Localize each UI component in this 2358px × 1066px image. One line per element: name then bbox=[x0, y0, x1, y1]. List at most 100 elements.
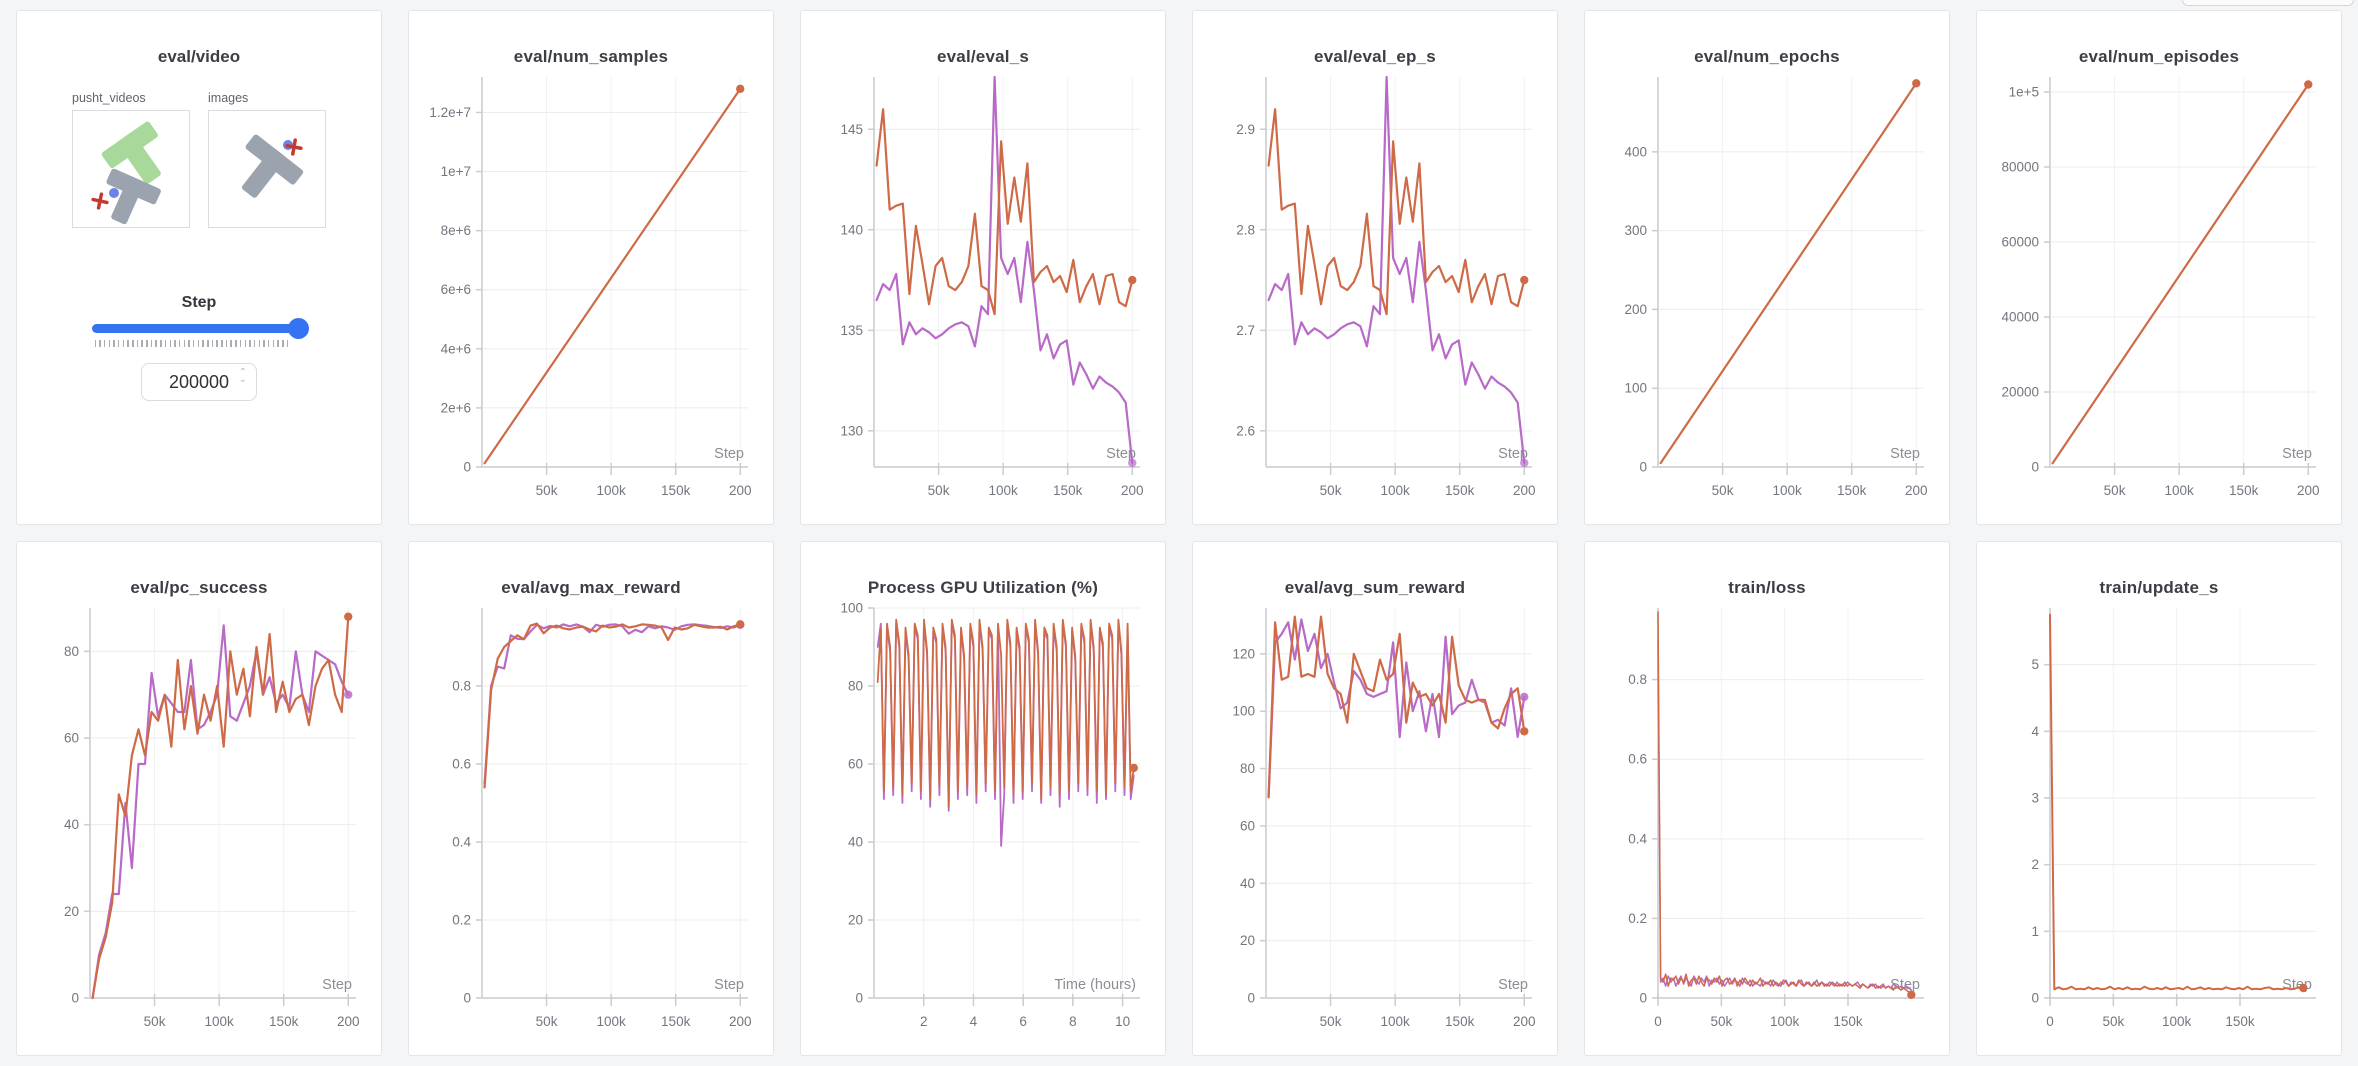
svg-text:400: 400 bbox=[1624, 144, 1647, 159]
svg-text:100: 100 bbox=[1232, 704, 1255, 719]
chart-title: eval/pc_success bbox=[130, 578, 268, 597]
chart-plot-area[interactable]: 0 20 40 60 80 100 120 50k 100k 150k 200 Step bbox=[1202, 600, 1548, 1046]
svg-text:40: 40 bbox=[64, 817, 79, 832]
svg-text:150k: 150k bbox=[1053, 483, 1083, 498]
chart-plot-area[interactable]: 2.6 2.7 2.8 2.9 50k 100k 150k 200 Step bbox=[1202, 69, 1548, 515]
chart-plot-area[interactable]: 0 100 200 300 400 50k 100k 150k 200 Step bbox=[1594, 69, 1940, 515]
svg-text:80000: 80000 bbox=[2001, 160, 2039, 175]
svg-text:50k: 50k bbox=[536, 1014, 558, 1029]
chart-plot-area[interactable]: 130 135 140 145 50k 100k 150k 200 Step bbox=[810, 69, 1156, 515]
step-slider-track[interactable] bbox=[91, 318, 309, 339]
svg-text:200: 200 bbox=[729, 1014, 752, 1029]
svg-text:200: 200 bbox=[1513, 1014, 1536, 1029]
chart-panel-eval-num-epochs[interactable]: eval/num_epochs 0 100 200 300 400 50k 100k 150k 2… bbox=[1584, 10, 1950, 525]
step-value-input[interactable]: 200000 ⌃ ⌄ bbox=[141, 363, 257, 401]
svg-text:0.4: 0.4 bbox=[452, 835, 471, 850]
series-end-dot-purple bbox=[344, 690, 353, 699]
svg-text:50k: 50k bbox=[1710, 1014, 1732, 1029]
svg-text:80: 80 bbox=[1240, 761, 1255, 776]
chart-panel-eval-avg-sum-reward[interactable]: eval/avg_sum_reward 0 20 40 60 80 100 120 50k 100… bbox=[1192, 541, 1558, 1056]
series-line-purple bbox=[1267, 618, 1526, 799]
svg-text:6: 6 bbox=[1019, 1014, 1027, 1029]
series-end-dot-orange bbox=[736, 620, 745, 629]
chart-panel-eval-eval-ep-s[interactable]: eval/eval_ep_s 2.6 2.7 2.8 2.9 50k 100k 150k 200… bbox=[1192, 10, 1558, 525]
stepper-buttons[interactable]: ⌃ ⌄ bbox=[238, 367, 247, 385]
chart-plot-area[interactable]: 0 1 2 3 4 5 0 50k 100k 150k Step bbox=[1986, 600, 2332, 1046]
x-axis-label: Step bbox=[2282, 446, 2312, 462]
svg-text:150k: 150k bbox=[1445, 483, 1475, 498]
svg-text:100k: 100k bbox=[1772, 483, 1802, 498]
stepper-up-icon[interactable]: ⌃ bbox=[238, 367, 247, 378]
chart-title: eval/num_samples bbox=[513, 47, 669, 66]
svg-text:150k: 150k bbox=[1445, 1014, 1475, 1029]
chart-plot-area[interactable]: 0 0.2 0.4 0.6 0.8 0 50k 100k 150k Step bbox=[1594, 600, 1940, 1046]
step-slider[interactable] bbox=[91, 318, 309, 347]
chart-plot-area[interactable]: 0 20 40 60 80 50k 100k 150k 200 Step bbox=[26, 600, 372, 1046]
chart-title: eval/num_episodes bbox=[2078, 47, 2240, 66]
stepper-down-icon[interactable]: ⌄ bbox=[238, 374, 247, 385]
x-axis-label: Step bbox=[1498, 446, 1528, 462]
chart-title: train/loss bbox=[1728, 578, 1806, 597]
svg-text:140: 140 bbox=[840, 222, 863, 237]
series-end-dot-purple bbox=[1520, 458, 1529, 468]
svg-text:100k: 100k bbox=[596, 1014, 626, 1029]
svg-text:0: 0 bbox=[855, 991, 863, 1006]
chart-panel-eval-eval-s[interactable]: eval/eval_s 130 135 140 145 50k 100k 150k 200 Ste… bbox=[800, 10, 1166, 525]
svg-text:0: 0 bbox=[1639, 991, 1647, 1006]
chart-plot-area[interactable]: 0 20000 40000 60000 80000 1e+5 50k 100k 150k 200 S… bbox=[1986, 69, 2332, 515]
svg-text:6e+6: 6e+6 bbox=[441, 282, 471, 297]
svg-text:0.2: 0.2 bbox=[452, 913, 471, 928]
svg-text:200: 200 bbox=[337, 1014, 360, 1029]
series-line-purple bbox=[1267, 75, 1526, 465]
svg-text:0.4: 0.4 bbox=[1628, 831, 1647, 846]
media-item-pusht-videos: pusht_videos bbox=[72, 91, 190, 228]
svg-text:60: 60 bbox=[64, 731, 79, 746]
chart-title: eval/avg_max_reward bbox=[501, 578, 681, 597]
chart-panel-eval-num-samples[interactable]: eval/num_samples 0 2e+6 4e+6 6e+6 8e+6 1e+7 1.2… bbox=[408, 10, 774, 525]
svg-text:20: 20 bbox=[1240, 933, 1255, 948]
svg-text:50k: 50k bbox=[2102, 1014, 2124, 1029]
svg-text:2: 2 bbox=[920, 1014, 928, 1029]
svg-text:0: 0 bbox=[1247, 991, 1255, 1006]
series-line-purple bbox=[91, 624, 350, 1000]
svg-text:150k: 150k bbox=[2225, 1014, 2255, 1029]
svg-text:0: 0 bbox=[2031, 460, 2039, 475]
series-line-orange bbox=[1267, 615, 1526, 799]
x-axis-label: Step bbox=[1106, 446, 1136, 462]
svg-text:2.7: 2.7 bbox=[1236, 323, 1255, 338]
chart-panel-train-update-s[interactable]: train/update_s 0 1 2 3 4 5 0 50k 100k 150k Step bbox=[1976, 541, 2342, 1056]
chart-panel-eval-pc-success[interactable]: eval/pc_success 0 20 40 60 80 50k 100k 150k 200 St… bbox=[16, 541, 382, 1056]
chart-panel-eval-num-episodes[interactable]: eval/num_episodes 0 20000 40000 60000 80000 1e… bbox=[1976, 10, 2342, 525]
svg-text:100k: 100k bbox=[2162, 1014, 2192, 1029]
media-label-pusht-videos: pusht_videos bbox=[72, 91, 146, 105]
svg-text:0: 0 bbox=[463, 460, 471, 475]
svg-text:200: 200 bbox=[2297, 483, 2320, 498]
chart-panel-train-loss[interactable]: train/loss 0 0.2 0.4 0.6 0.8 0 50k 100k 150k Step bbox=[1584, 541, 1950, 1056]
step-slider-thumb[interactable] bbox=[287, 318, 309, 339]
series-line-orange bbox=[2049, 613, 2305, 991]
svg-text:150k: 150k bbox=[661, 1014, 691, 1029]
chart-plot-area[interactable]: 0 2e+6 4e+6 6e+6 8e+6 1e+7 1.2e+7 50k 100k 150k 20… bbox=[418, 69, 764, 515]
series-end-dot-orange bbox=[2304, 80, 2313, 89]
chart-panel-eval-avg-max-reward[interactable]: eval/avg_max_reward 0 0.2 0.4 0.6 0.8 50k 100k 1… bbox=[408, 541, 774, 1056]
svg-text:0: 0 bbox=[71, 991, 79, 1006]
svg-text:120: 120 bbox=[1232, 646, 1255, 661]
svg-text:50k: 50k bbox=[1320, 483, 1342, 498]
media-row: pusht_videos bbox=[17, 91, 381, 228]
panel-eval-video[interactable]: eval/video pusht_videos bbox=[16, 10, 382, 525]
chart-panel-process-gpu-utilization[interactable]: Process GPU Utilization (%) 0 20 40 60 80 100 2… bbox=[800, 541, 1166, 1056]
chart-plot-area[interactable]: 0 20 40 60 80 100 2 4 6 8 10 Time (hours) bbox=[810, 600, 1156, 1046]
svg-text:2: 2 bbox=[2031, 857, 2039, 872]
pusht-video-thumbnail[interactable] bbox=[72, 110, 190, 228]
svg-text:20: 20 bbox=[64, 904, 79, 919]
svg-text:2.9: 2.9 bbox=[1236, 122, 1255, 137]
chart-plot-area[interactable]: 0 0.2 0.4 0.6 0.8 50k 100k 150k 200 Step bbox=[418, 600, 764, 1046]
svg-text:50k: 50k bbox=[928, 483, 950, 498]
svg-text:2.8: 2.8 bbox=[1236, 222, 1255, 237]
panel-fragment-top-right bbox=[2182, 0, 2354, 6]
svg-text:0: 0 bbox=[2031, 991, 2039, 1006]
svg-text:100: 100 bbox=[1624, 381, 1647, 396]
series-line-orange bbox=[876, 618, 1135, 808]
media-label-images: images bbox=[208, 91, 249, 105]
images-thumbnail[interactable] bbox=[208, 110, 326, 228]
